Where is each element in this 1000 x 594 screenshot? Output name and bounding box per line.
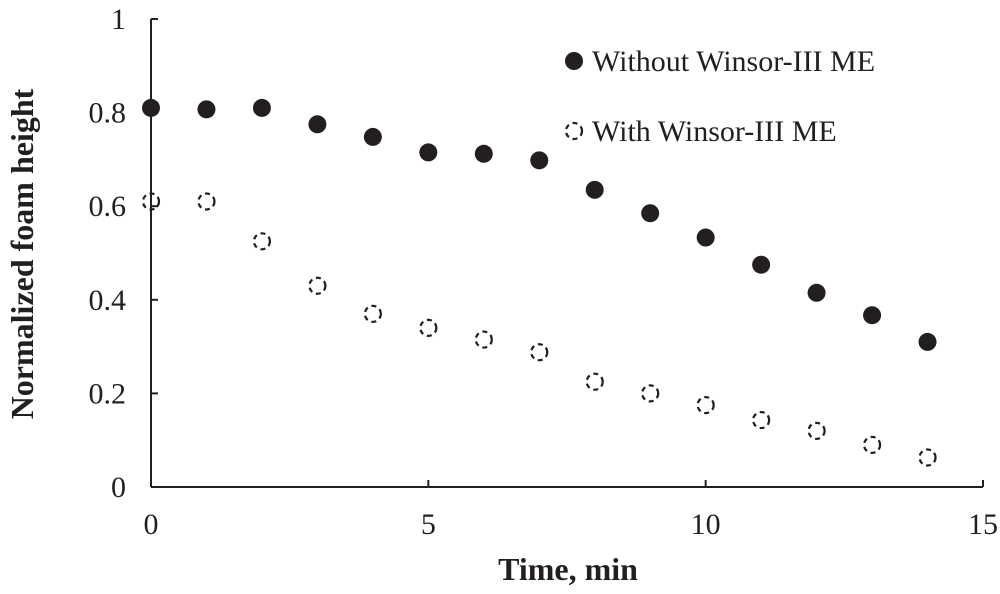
data-point — [696, 396, 715, 415]
y-tick-label: 0.8 — [89, 97, 127, 130]
legend-marker — [564, 121, 584, 141]
legend-marker — [565, 52, 583, 70]
data-point — [696, 228, 715, 247]
data-point — [641, 204, 660, 223]
data-point — [419, 318, 438, 337]
data-point — [862, 435, 882, 454]
data-point — [641, 384, 660, 403]
data-points — [141, 98, 937, 467]
data-point — [530, 343, 549, 362]
series-2 — [141, 192, 937, 467]
y-tick-label: 1 — [111, 3, 126, 36]
data-point — [918, 332, 937, 351]
series-1 — [142, 98, 937, 351]
x-axis-title: Time, min — [498, 551, 638, 587]
y-tick-label: 0.2 — [89, 377, 127, 410]
data-point — [142, 98, 160, 117]
data-point — [807, 421, 826, 440]
y-tick-label: 0 — [111, 471, 126, 504]
data-point — [141, 192, 161, 211]
data-point — [918, 448, 937, 467]
x-tick-label: 5 — [421, 508, 436, 541]
tick-labels: 00.20.40.60.810 5 10 15 — [89, 3, 999, 541]
legend-label: With Winsor-III ME — [592, 115, 837, 148]
data-point — [363, 127, 382, 146]
data-point — [863, 306, 882, 325]
data-point — [585, 180, 604, 199]
legend-label: Without Winsor-III ME — [592, 45, 875, 78]
data-point — [252, 232, 272, 251]
data-point — [363, 304, 382, 323]
data-point — [197, 192, 216, 211]
x-tick-label: 15 — [968, 508, 998, 541]
data-point — [807, 283, 826, 302]
y-tick-label: 0.6 — [89, 190, 127, 223]
axes — [150, 18, 984, 488]
data-point — [308, 115, 327, 134]
y-tick-label: 0.4 — [89, 284, 127, 317]
data-point — [197, 100, 216, 119]
data-point — [474, 144, 493, 163]
legend-entry: Without Winsor-III ME — [565, 45, 875, 78]
data-point — [419, 143, 438, 162]
data-point — [530, 151, 549, 170]
data-point — [752, 410, 771, 430]
legend: Without Winsor-III ME With Winsor-III ME — [564, 45, 875, 148]
data-point — [252, 98, 271, 117]
legend-entry: With Winsor-III ME — [564, 115, 837, 148]
x-tick-label: 10 — [691, 508, 721, 541]
data-point — [752, 255, 771, 274]
data-point — [474, 330, 493, 349]
y-axis-title: Normalized foam height — [4, 88, 40, 419]
data-point — [585, 372, 604, 391]
x-tick-label: 0 — [144, 508, 159, 541]
data-point — [308, 276, 327, 295]
